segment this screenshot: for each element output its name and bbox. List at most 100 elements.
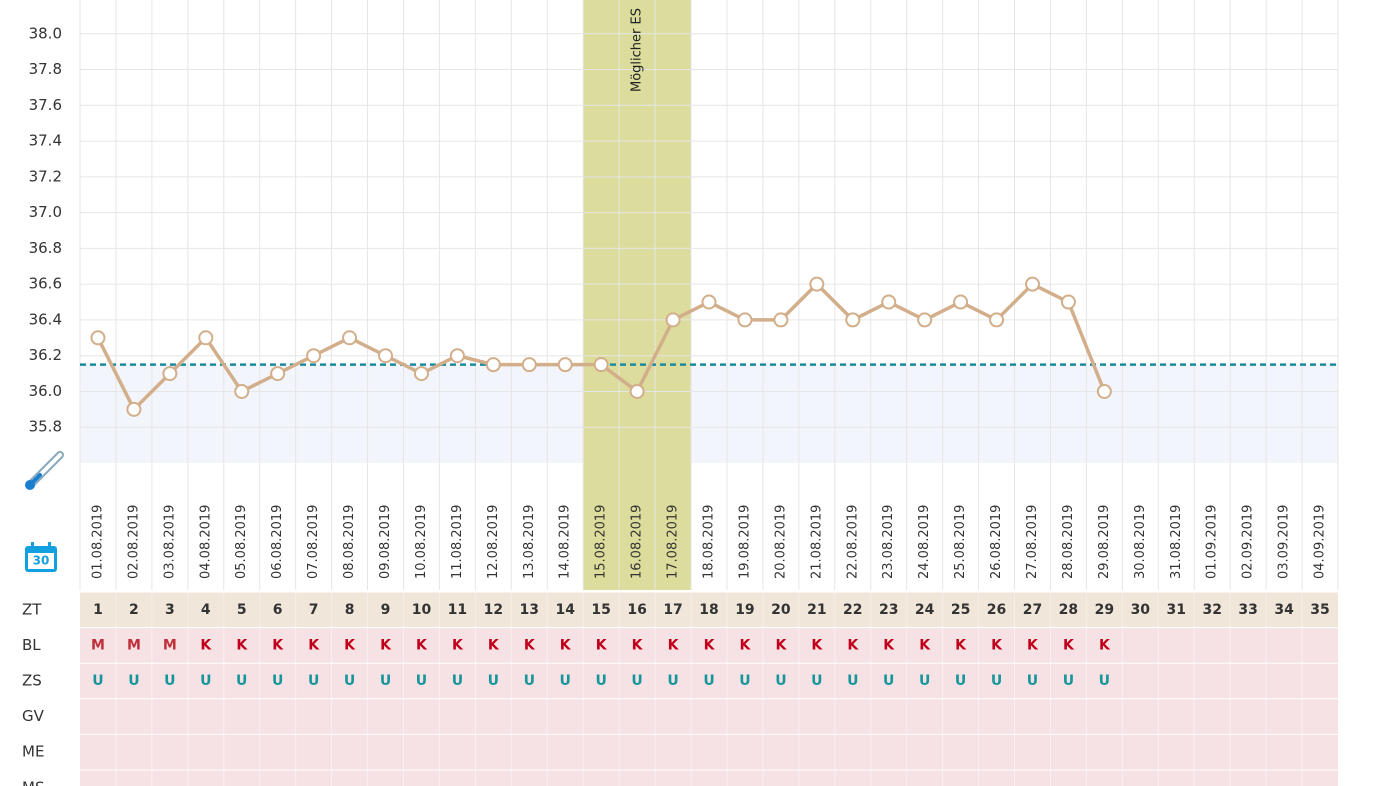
cell-value: 32 [1202, 602, 1221, 618]
y-tick-label: 37.4 [29, 132, 62, 150]
cell-value: K [308, 637, 320, 653]
x-tick-label: 20.08.2019 [773, 505, 788, 579]
temperature-point [413, 366, 429, 382]
cell-value: K [740, 637, 752, 653]
cell-value: K [883, 637, 895, 653]
cell-value: M [91, 637, 105, 653]
row-label: ZT [22, 600, 42, 618]
temperature-point [270, 366, 286, 382]
cell-value: U [164, 673, 175, 689]
cell-value: K [1027, 637, 1039, 653]
x-tick-label: 02.08.2019 [126, 505, 141, 579]
temperature-point [881, 294, 897, 310]
row-background [80, 770, 1338, 786]
x-tick-label: 16.08.2019 [630, 505, 645, 579]
cell-value: 34 [1274, 602, 1294, 618]
temperature-point [1096, 383, 1112, 399]
cell-value: K [380, 637, 392, 653]
row-label: ME [22, 743, 44, 761]
temperature-point [773, 312, 789, 328]
x-tick-label: 21.08.2019 [809, 505, 824, 579]
cell-value: K [991, 637, 1003, 653]
cell-value: U [1027, 673, 1038, 689]
cell-value: 4 [201, 602, 211, 618]
cell-value: U [560, 673, 571, 689]
cell-value: U [308, 673, 319, 689]
y-tick-label: 37.2 [29, 167, 62, 185]
cell-value: 11 [448, 602, 467, 618]
cell-value: 29 [1095, 602, 1114, 618]
cell-value: U [739, 673, 750, 689]
temperature-point [162, 366, 178, 382]
cell-value: U [883, 673, 894, 689]
cell-value: 22 [843, 602, 862, 618]
cell-value: U [1099, 673, 1110, 689]
cell-value: M [127, 637, 141, 653]
cell-value: 15 [591, 602, 610, 618]
temperature-point [521, 357, 537, 373]
cell-value: 1 [93, 602, 103, 618]
cell-value: K [1099, 637, 1111, 653]
cell-value: 14 [555, 602, 575, 618]
temperature-point [557, 357, 573, 373]
row-label: ZS [22, 672, 42, 690]
cell-value: K [811, 637, 823, 653]
cell-value: U [667, 673, 678, 689]
x-tick-label: 13.08.2019 [522, 505, 537, 579]
row-label: BL [22, 636, 41, 654]
cell-value: U [631, 673, 642, 689]
cell-value: 20 [771, 602, 791, 618]
cell-value: K [847, 637, 859, 653]
row-background [80, 698, 1338, 735]
x-tick-label: 09.08.2019 [378, 505, 393, 579]
temperature-point [845, 312, 861, 328]
cell-value: 31 [1167, 602, 1186, 618]
x-tick-label: 27.08.2019 [1025, 505, 1040, 579]
cell-value: U [416, 673, 427, 689]
cell-value: 35 [1310, 602, 1329, 618]
x-tick-label: 03.08.2019 [162, 505, 177, 579]
temperature-point [306, 348, 322, 364]
cell-value: K [344, 637, 356, 653]
y-tick-label: 36.6 [29, 275, 62, 293]
cell-value: U [595, 673, 606, 689]
y-tick-label: 37.0 [29, 203, 62, 221]
temperature-point [126, 401, 142, 417]
cell-value: 23 [879, 602, 898, 618]
cell-value: U [272, 673, 283, 689]
y-tick-label: 36.0 [29, 382, 62, 400]
cell-value: U [488, 673, 499, 689]
x-tick-label: 01.08.2019 [90, 505, 105, 579]
cell-value: U [811, 673, 822, 689]
x-tick-label: 06.08.2019 [270, 505, 285, 579]
y-tick-label: 37.8 [29, 60, 62, 78]
x-tick-label: 23.08.2019 [881, 505, 896, 579]
cell-value: U [775, 673, 786, 689]
cell-value: 9 [381, 602, 391, 618]
cell-value: K [704, 637, 716, 653]
cell-value: 18 [699, 602, 718, 618]
y-tick-label: 36.4 [29, 310, 62, 328]
cell-value: 8 [345, 602, 355, 618]
cell-value: 13 [520, 602, 539, 618]
temperature-point [1060, 294, 1076, 310]
y-tick-label: 36.2 [29, 346, 62, 364]
x-tick-label: 22.08.2019 [845, 505, 860, 579]
y-tick-label: 37.6 [29, 96, 62, 114]
y-tick-label: 36.8 [29, 239, 62, 257]
x-tick-label: 30.08.2019 [1133, 505, 1148, 579]
cell-value: K [1063, 637, 1075, 653]
cell-value: 5 [237, 602, 247, 618]
temperature-point [989, 312, 1005, 328]
cell-value: 12 [484, 602, 503, 618]
temperature-point [449, 348, 465, 364]
temperature-point [90, 330, 106, 346]
x-tick-label: 03.09.2019 [1277, 505, 1292, 579]
cell-value: 16 [627, 602, 646, 618]
temperature-point [198, 330, 214, 346]
calendar-icon: 30 [25, 542, 57, 572]
cell-value: K [632, 637, 644, 653]
temperature-point [342, 330, 358, 346]
x-tick-label: 15.08.2019 [594, 505, 609, 579]
row-background [80, 627, 1338, 664]
